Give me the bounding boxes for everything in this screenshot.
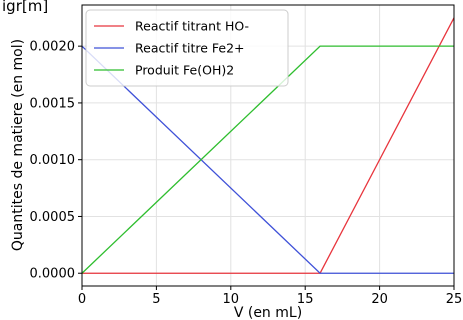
- legend-label: Reactif titre Fe2+: [135, 41, 245, 56]
- x-axis-label: V (en mL): [234, 305, 302, 320]
- x-tick-label: 20: [371, 292, 388, 307]
- y-axis-ticks: 0.0000 0.0005 0.0010 0.0015 0.0020: [30, 40, 82, 282]
- y-tick-label: 0.0020: [30, 40, 76, 55]
- series-lines: [81, 17, 455, 274]
- x-tick-label: 5: [152, 292, 160, 307]
- cropped-title-fragment: igr[m]: [2, 0, 48, 15]
- y-tick-label: 0.0000: [30, 267, 76, 282]
- legend-label: Reactif titrant HO-: [135, 19, 249, 34]
- series-line: [81, 45, 454, 274]
- x-axis-ticks: 0 5 10 15 20 25: [78, 286, 462, 307]
- y-tick-label: 0.0015: [30, 96, 76, 111]
- y-axis-label: Quantites de matiere (en mol): [10, 39, 26, 251]
- x-tick-label: 25: [446, 292, 463, 307]
- x-tick-label: 0: [78, 292, 86, 307]
- y-tick-label: 0.0005: [30, 210, 76, 225]
- legend-box: [85, 9, 289, 87]
- plot-frame: [81, 4, 455, 287]
- legend-label: Produit Fe(OH)2: [135, 63, 234, 78]
- x-tick-label: 15: [297, 292, 314, 307]
- x-tick-label: 10: [223, 292, 240, 307]
- legend: Reactif titrant HO- Reactif titre Fe2+ Pro…: [85, 9, 289, 87]
- series-line: [81, 45, 454, 274]
- y-tick-label: 0.0010: [30, 153, 76, 168]
